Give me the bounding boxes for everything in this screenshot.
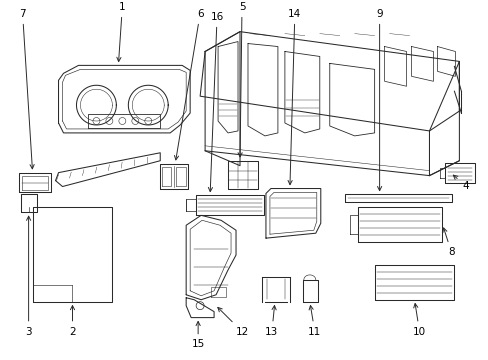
Text: 1: 1 bbox=[117, 2, 125, 62]
Text: 16: 16 bbox=[208, 12, 223, 192]
Text: 2: 2 bbox=[69, 306, 76, 337]
Text: 11: 11 bbox=[307, 306, 321, 337]
Text: 15: 15 bbox=[191, 321, 204, 350]
Text: 14: 14 bbox=[287, 9, 301, 185]
Text: 7: 7 bbox=[20, 9, 34, 169]
Text: 8: 8 bbox=[442, 228, 454, 257]
Text: 10: 10 bbox=[412, 303, 425, 337]
Text: 13: 13 bbox=[265, 306, 278, 337]
Text: 9: 9 bbox=[376, 9, 382, 190]
Text: 12: 12 bbox=[217, 307, 248, 337]
Text: 5: 5 bbox=[238, 2, 245, 157]
Text: 6: 6 bbox=[174, 9, 203, 160]
Text: 3: 3 bbox=[25, 216, 32, 337]
Text: 4: 4 bbox=[452, 175, 468, 190]
